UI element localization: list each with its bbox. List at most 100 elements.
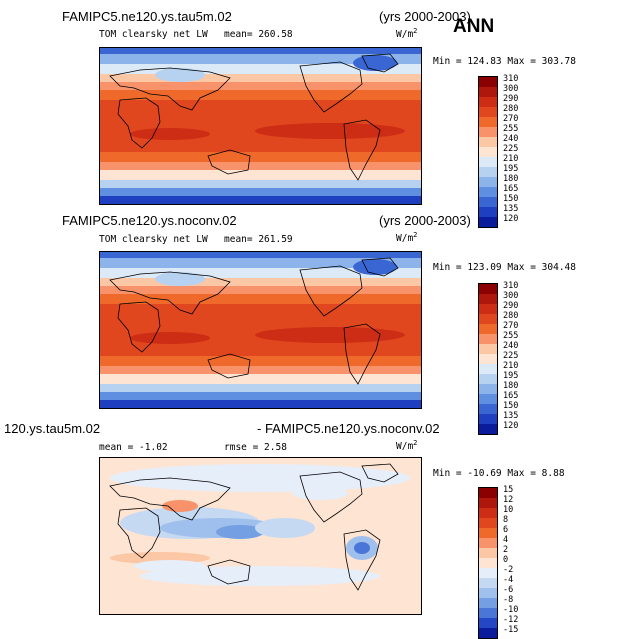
colorbar-level-label: 240 bbox=[503, 341, 519, 351]
colorbar-swatch bbox=[479, 207, 497, 217]
panel3-rmse: rmse = 2.58 bbox=[224, 442, 287, 453]
colorbar-swatch bbox=[479, 404, 497, 414]
colorbar-swatch bbox=[479, 608, 497, 618]
panel3-units: W/m2 bbox=[396, 439, 418, 453]
colorbar-swatch bbox=[479, 137, 497, 147]
panel3-mean: mean = -1.02 bbox=[99, 442, 168, 453]
colorbar-level-label: 2 bbox=[503, 545, 509, 555]
colorbar-level-label: 10 bbox=[503, 505, 514, 515]
season-label: ANN bbox=[453, 16, 495, 37]
colorbar-swatch bbox=[479, 414, 497, 424]
panel2-map-svg bbox=[100, 252, 421, 408]
colorbar-level-label: 270 bbox=[503, 321, 519, 331]
colorbar-swatch bbox=[479, 147, 497, 157]
colorbar-swatch bbox=[479, 568, 497, 578]
colorbar-swatch bbox=[479, 157, 497, 167]
panel3-map bbox=[99, 457, 422, 615]
colorbar-swatch bbox=[479, 354, 497, 364]
colorbar-level-label: 290 bbox=[503, 94, 519, 104]
colorbar-swatch bbox=[479, 87, 497, 97]
colorbar-swatch bbox=[479, 97, 497, 107]
panel2-minmax: Min = 123.09 Max = 304.48 bbox=[433, 262, 576, 273]
colorbar-level-label: 310 bbox=[503, 281, 519, 291]
colorbar-swatch bbox=[479, 588, 497, 598]
colorbar-level-label: 150 bbox=[503, 401, 519, 411]
colorbar-swatch bbox=[479, 167, 497, 177]
colorbar-level-label: 12 bbox=[503, 495, 514, 505]
colorbar-swatch bbox=[479, 197, 497, 207]
panel1-map-svg bbox=[100, 48, 421, 204]
colorbar-level-label: 290 bbox=[503, 301, 519, 311]
colorbar-level-label: -10 bbox=[503, 605, 519, 615]
colorbar-swatch bbox=[479, 498, 497, 508]
colorbar-swatch bbox=[479, 424, 497, 434]
colorbar-swatch bbox=[479, 394, 497, 404]
colorbar-swatch bbox=[479, 294, 497, 304]
colorbar-level-label: 195 bbox=[503, 164, 519, 174]
colorbar-level-label: 270 bbox=[503, 114, 519, 124]
colorbar-swatch bbox=[479, 364, 497, 374]
panel2-mean: mean= 261.59 bbox=[224, 234, 293, 245]
colorbar-level-label: -2 bbox=[503, 565, 514, 575]
colorbar-swatch bbox=[479, 304, 497, 314]
colorbar-swatch bbox=[479, 618, 497, 628]
colorbar-level-label: 225 bbox=[503, 351, 519, 361]
colorbar-level-label: 300 bbox=[503, 291, 519, 301]
colorbar-swatch bbox=[479, 217, 497, 227]
colorbar-swatch bbox=[479, 518, 497, 528]
panel1-field: TOM clearsky net LW bbox=[99, 29, 208, 40]
colorbar-swatch bbox=[479, 488, 497, 498]
colorbar-level-label: 8 bbox=[503, 515, 509, 525]
colorbar-swatch bbox=[479, 324, 497, 334]
colorbar-swatch bbox=[479, 334, 497, 344]
colorbar-swatch bbox=[479, 538, 497, 548]
panel2-title: FAMIPC5.ne120.ys.noconv.02 bbox=[62, 213, 237, 228]
colorbar-level-label: -12 bbox=[503, 615, 519, 625]
colorbar-level-label: 4 bbox=[503, 535, 509, 545]
colorbar-level-label: 135 bbox=[503, 204, 519, 214]
colorbar-swatch bbox=[479, 528, 497, 538]
colorbar-level-label: 6 bbox=[503, 525, 509, 535]
colorbar-level-label: 15 bbox=[503, 485, 514, 495]
panel2-field: TOM clearsky net LW bbox=[99, 234, 208, 245]
colorbar-swatch bbox=[479, 187, 497, 197]
colorbar-level-label: 310 bbox=[503, 74, 519, 84]
colorbar-swatch bbox=[479, 284, 497, 294]
colorbar-swatch bbox=[479, 598, 497, 608]
colorbar-level-label: 180 bbox=[503, 381, 519, 391]
colorbar-swatch bbox=[479, 127, 497, 137]
colorbar-swatch bbox=[479, 508, 497, 518]
colorbar-level-label: 180 bbox=[503, 174, 519, 184]
colorbar-level-label: 165 bbox=[503, 184, 519, 194]
colorbar-swatch bbox=[479, 578, 497, 588]
colorbar-level-label: 195 bbox=[503, 371, 519, 381]
colorbar-level-label: 300 bbox=[503, 84, 519, 94]
panel2-units: W/m2 bbox=[396, 231, 418, 245]
colorbar-level-label: 255 bbox=[503, 331, 519, 341]
panel3-title-right: - FAMIPC5.ne120.ys.noconv.02 bbox=[257, 421, 440, 436]
colorbar-swatch bbox=[479, 314, 497, 324]
colorbar-level-label: -15 bbox=[503, 625, 519, 635]
colorbar-level-label: 0 bbox=[503, 555, 509, 565]
colorbar-swatch bbox=[479, 177, 497, 187]
colorbar-level-label: 280 bbox=[503, 104, 519, 114]
colorbar-swatch bbox=[479, 344, 497, 354]
colorbar-swatch bbox=[479, 107, 497, 117]
colorbar-level-label: 210 bbox=[503, 154, 519, 164]
panel1-minmax: Min = 124.83 Max = 303.78 bbox=[433, 56, 576, 67]
colorbar-level-label: 150 bbox=[503, 194, 519, 204]
panel1-units: W/m2 bbox=[396, 27, 418, 41]
colorbar-level-label: 225 bbox=[503, 144, 519, 154]
colorbar-level-label: -8 bbox=[503, 595, 514, 605]
panel1-mean: mean= 260.58 bbox=[224, 29, 293, 40]
colorbar-level-label: 135 bbox=[503, 411, 519, 421]
colorbar-swatch bbox=[479, 384, 497, 394]
colorbar-level-label: 120 bbox=[503, 214, 519, 224]
panel3-title-left: 120.ys.tau5m.02 bbox=[4, 421, 101, 436]
colorbar-level-label: 120 bbox=[503, 421, 519, 431]
panel1-colorbar bbox=[478, 76, 498, 228]
colorbar-level-label: 210 bbox=[503, 361, 519, 371]
panel1-title: FAMIPC5.ne120.ys.tau5m.02 bbox=[62, 9, 232, 24]
colorbar-swatch bbox=[479, 548, 497, 558]
colorbar-swatch bbox=[479, 117, 497, 127]
